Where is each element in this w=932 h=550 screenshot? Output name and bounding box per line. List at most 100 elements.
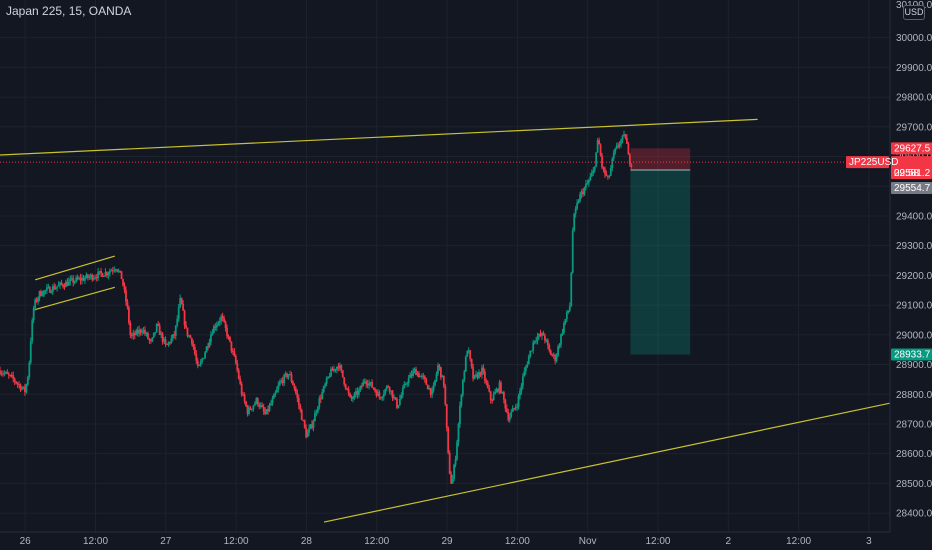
candle-body <box>63 286 66 288</box>
candle-body <box>532 342 535 351</box>
candle-body <box>12 375 15 379</box>
price-scale[interactable]: 30100.030000.029900.029800.029700.029600… <box>889 0 932 550</box>
candle-body <box>308 428 310 433</box>
candle-body <box>545 340 548 342</box>
candle-body <box>604 168 606 175</box>
candles <box>0 130 633 485</box>
candle-body <box>25 384 28 393</box>
symbol-legend[interactable]: Japan 225, 15, OANDA <box>6 4 132 18</box>
candle-body <box>378 392 381 398</box>
candle-body <box>94 277 97 279</box>
candle-body <box>585 184 587 188</box>
candle-body <box>330 368 332 377</box>
trendline-flag-lower[interactable] <box>34 286 116 311</box>
candle-body <box>349 393 351 397</box>
candle-body <box>126 301 129 308</box>
symbol-price-tag: JP225USD <box>849 157 898 168</box>
candle-body <box>220 316 223 322</box>
candle-body <box>441 375 444 378</box>
candle-body <box>151 337 154 341</box>
candle-body <box>173 334 176 336</box>
candle-body <box>530 350 533 352</box>
time-tick-label: 12:00 <box>83 536 108 547</box>
candle-body <box>270 403 272 406</box>
candle-body <box>615 145 618 149</box>
candle-body <box>570 272 573 307</box>
candle-body <box>331 368 334 371</box>
candle-body <box>196 360 199 366</box>
candle-body <box>202 358 205 360</box>
candle-body <box>459 405 461 425</box>
candle-body <box>379 397 382 399</box>
candle-body <box>38 291 41 298</box>
candle-body <box>45 287 48 291</box>
candle-body <box>21 387 23 390</box>
candle-body <box>494 392 496 395</box>
candle-body <box>3 373 6 375</box>
candle-body <box>450 473 453 484</box>
short-position-tool[interactable] <box>630 148 691 355</box>
last-price-tag-bg <box>891 156 932 180</box>
stop-loss-zone[interactable] <box>630 148 691 170</box>
candle-body <box>618 143 621 147</box>
candle-body <box>538 333 540 337</box>
candle-body <box>346 388 349 390</box>
trendline-upper-resistance[interactable] <box>0 118 758 156</box>
candle-body <box>431 390 434 395</box>
candle-body <box>410 374 413 376</box>
take-profit-zone[interactable] <box>630 169 691 355</box>
candle-body <box>144 329 146 334</box>
candle-body <box>107 273 110 276</box>
candle-body <box>577 201 580 203</box>
trendline-flag-upper[interactable] <box>34 255 116 281</box>
candle-body <box>54 287 57 290</box>
candle-body <box>142 329 145 332</box>
candle-body <box>91 274 94 280</box>
candle-body <box>164 339 167 345</box>
candle-body <box>437 365 439 374</box>
candle-body <box>174 325 177 336</box>
candle-body <box>620 139 622 144</box>
candle-body <box>86 274 89 278</box>
candle-body <box>294 388 297 394</box>
candle-body <box>236 363 239 371</box>
candle-body <box>527 356 530 365</box>
time-tick-label: 2 <box>726 536 732 547</box>
candle-body <box>223 318 226 322</box>
candle-body <box>229 336 231 342</box>
candle-body <box>262 406 265 412</box>
candle-body <box>413 368 416 372</box>
candle-body <box>447 427 450 453</box>
time-scale[interactable]: 26 12:00 27 12:00 28 12:00 29 12:00 Nov 12:00 2 12:… <box>0 531 890 550</box>
price-tick-label: 28900.0 <box>896 360 932 371</box>
candle-body <box>495 389 498 393</box>
candle-body <box>524 366 527 371</box>
trendline-lower-support[interactable] <box>323 402 891 523</box>
candle-body <box>179 298 182 308</box>
candle-body <box>481 367 483 376</box>
candle-body <box>113 270 116 272</box>
candle-body <box>182 304 184 311</box>
candle-body <box>390 390 392 392</box>
candle-body <box>155 323 158 332</box>
candle-body <box>248 407 250 414</box>
candle-body <box>48 286 51 293</box>
candle-body <box>133 333 136 336</box>
candle-body <box>67 281 70 286</box>
candle-body <box>439 367 442 378</box>
time-scale-bg <box>0 532 890 550</box>
candle-body <box>108 271 111 274</box>
candle-body <box>574 208 577 214</box>
candle-body <box>158 325 161 335</box>
candle-body <box>183 310 186 326</box>
candle-body <box>599 144 602 156</box>
candle-body <box>500 382 502 394</box>
candle-body <box>504 399 507 409</box>
trendlines[interactable] <box>0 118 891 523</box>
currency-button[interactable]: USD <box>903 5 925 20</box>
candle-body <box>119 270 122 272</box>
candle-body <box>271 398 274 404</box>
